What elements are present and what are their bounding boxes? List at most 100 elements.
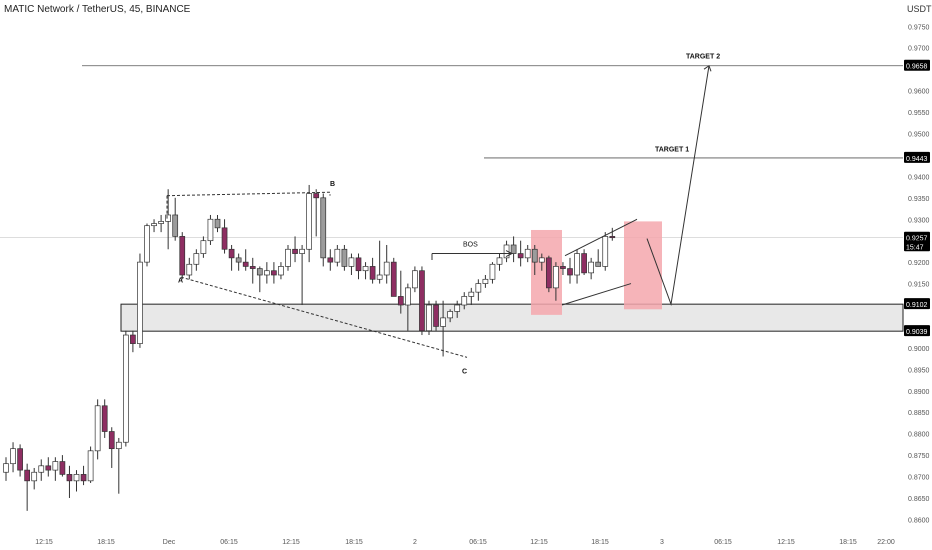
pattern-line-ac [180,276,468,358]
candle-body [320,197,327,259]
x-tick-label: 2 [413,539,417,546]
candle-body [144,225,150,263]
candle-body [31,471,38,482]
label-bos: BOS [463,241,478,248]
candle-body [397,296,404,306]
label-target-1: TARGET 1 [655,147,689,154]
x-tick-label: 18:15 [839,539,857,546]
candle-body [306,193,312,250]
candle-body [278,266,284,276]
candle-body [517,253,524,259]
candle-body [52,461,59,471]
candle-body [588,261,595,274]
candle-body [440,317,446,327]
price-badge-label: 0.9257 [906,236,928,243]
candle-body [313,193,320,199]
candle-body [256,268,263,276]
candle-body [376,274,383,280]
price-badge [904,325,930,337]
y-tick-label: 0.9200 [908,260,930,267]
y-tick-label: 0.8850 [908,410,930,417]
x-tick-label: Dec [163,539,176,546]
y-tick-label: 0.9300 [908,217,930,224]
price-badge-label: 0.9443 [906,156,928,163]
candle-body [503,244,510,259]
y-tick-label: 0.8750 [908,453,930,460]
candle-body [172,214,179,237]
y-tick-label: 0.9550 [908,110,930,117]
bos-arrowhead [505,250,514,258]
price-badge [904,151,930,163]
candle-body [242,261,249,267]
y-tick-label: 0.8950 [908,367,930,374]
y-tick-label: 0.9750 [908,24,930,31]
price-badge [904,240,930,252]
candle-body [369,266,376,280]
candle-body [87,450,94,482]
candle-body [108,431,115,450]
candle-body [355,257,362,272]
candle-body [235,257,242,263]
candle-body [207,218,214,242]
x-tick-label: 06:15 [220,539,238,546]
price-badge-label: 0.9658 [906,64,928,71]
y-tick-label: 0.9000 [908,346,930,353]
candle-body [179,236,186,276]
candle-body [510,244,517,254]
price-badge [904,231,930,243]
candle-body [80,474,87,482]
candle-body [59,461,66,475]
candle-body [17,448,23,471]
candle-body [165,214,171,222]
candle-body [73,474,80,482]
y-tick-label: 0.8650 [908,496,930,503]
candle-body [151,223,157,227]
candle-body [3,463,9,473]
candle-body [292,248,298,254]
candle-body [405,287,411,306]
candle-body [200,240,207,254]
candle-body [461,296,468,306]
candle-body [609,236,616,239]
candle-body [489,263,496,280]
candle-body [496,257,503,265]
candle-body [299,248,305,254]
candle-body [271,270,277,276]
x-tick-label: 06:15 [469,539,487,546]
candle-body [193,253,200,265]
candle-body [158,221,164,224]
pattern-line-ab [166,191,331,197]
y-tick-label: 0.8700 [908,475,930,482]
candle-body [383,261,390,276]
candle-body [567,268,573,276]
candle-body [94,405,101,452]
x-tick-label: 3 [660,539,664,546]
candle-body [348,257,355,267]
candle-body [475,283,482,293]
y-tick-label: 0.9500 [908,131,930,138]
projection-path [646,65,710,307]
candle-body [412,270,418,289]
candle-body [362,266,369,272]
y-tick-label: 0.8600 [908,517,930,524]
red-box-2 [624,221,662,310]
y-tick-label: 0.9400 [908,174,930,181]
x-tick-label: 18:15 [591,539,609,546]
candle-body [221,227,228,250]
y-tick-label: 0.9700 [908,46,930,53]
label-b: B [330,181,335,188]
y-axis-unit: USDT [907,4,932,14]
candle-body [264,270,270,276]
x-tick-label: 18:15 [345,539,363,546]
candle-body [24,469,30,482]
candle-body [447,311,453,319]
wedge-lower-line [561,283,632,306]
candle-body [66,474,73,482]
candle-body [285,248,291,267]
candle-body [249,266,256,269]
price-badge-label: 15:47 [906,244,924,251]
candle-body [38,465,45,473]
price-badge [904,298,930,310]
